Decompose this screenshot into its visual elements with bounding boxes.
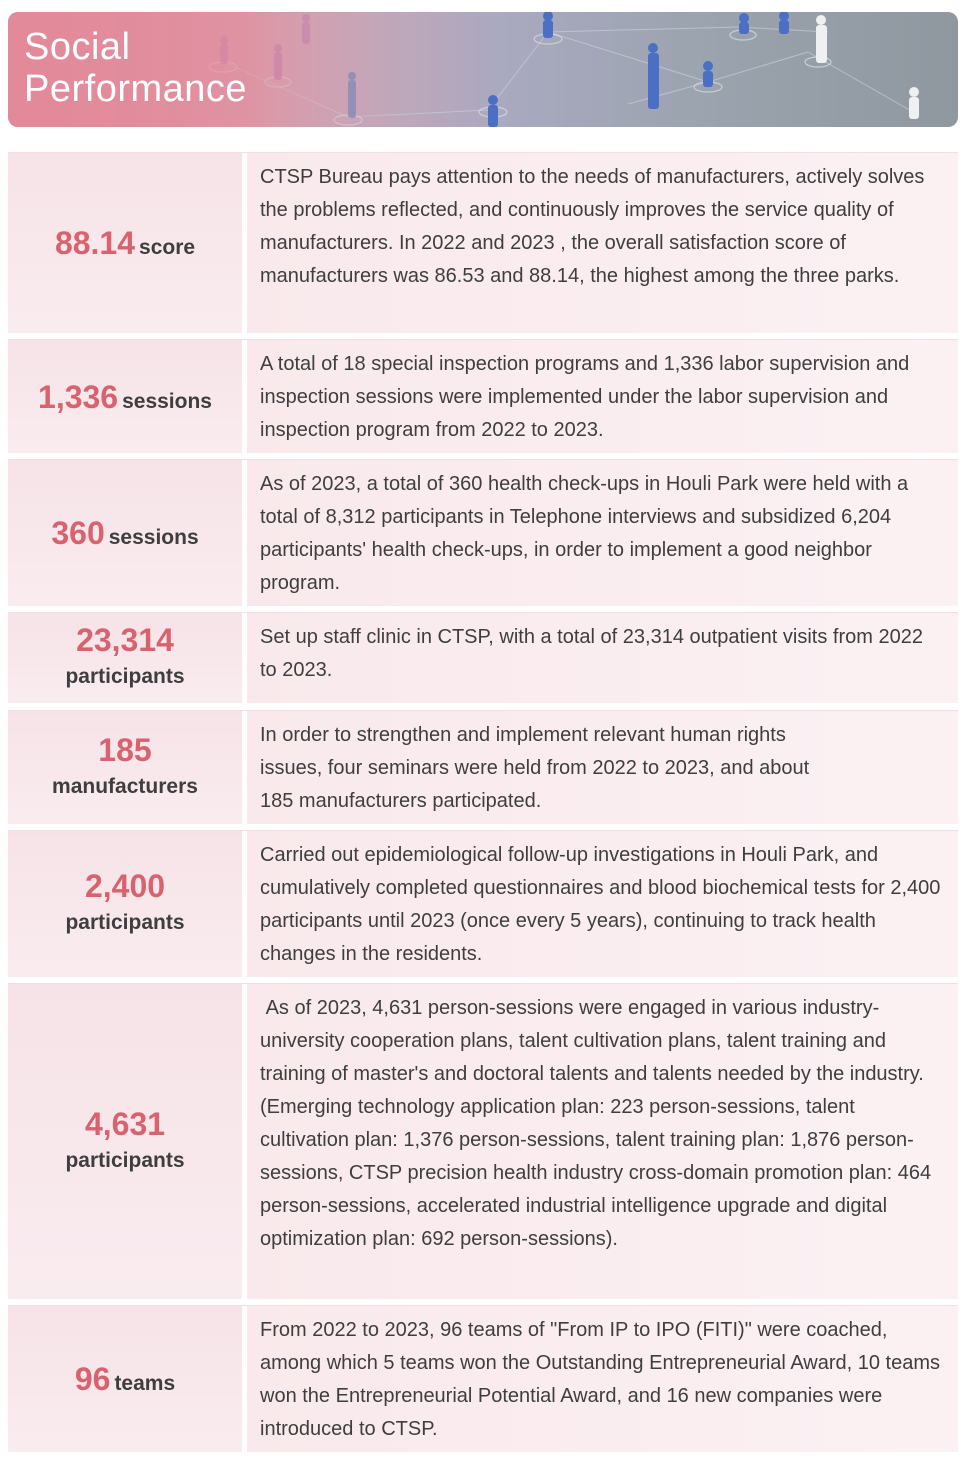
description-text: A total of 18 special inspection program… (247, 340, 958, 453)
stat-cell: 96 teams (8, 1306, 242, 1452)
table-row: 96 teams From 2022 to 2023, 96 teams of "… (8, 1305, 958, 1452)
title-line-2: Performance (24, 68, 248, 110)
stat-value: 185 (98, 731, 152, 768)
stat-cell: 360 sessions (8, 460, 242, 606)
stat-unit: score (139, 236, 196, 259)
table-row: 185 manufacturers In order to strengthen… (8, 710, 958, 824)
description-text: As of 2023, 4,631 person-sessions were e… (247, 984, 958, 1299)
stat-value: 88.14 (54, 225, 136, 261)
description-text: Carried out epidemiological follow-up in… (247, 831, 958, 977)
stat-cell: 4,631 participants (8, 984, 242, 1299)
stat-cell: 185 manufacturers (8, 711, 242, 824)
stat-unit: participants (65, 911, 185, 934)
stat-unit: sessions (108, 526, 199, 549)
stat-unit: manufacturers (52, 774, 198, 798)
stat-value: 96 (74, 1361, 111, 1397)
description-text: CTSP Bureau pays attention to the needs … (247, 153, 958, 333)
stat-value: 4,631 (84, 1105, 166, 1142)
stat-value: 2,400 (84, 868, 166, 904)
stat-unit: participants (65, 1148, 185, 1172)
title-line-1: Social (24, 26, 131, 68)
stat-unit: sessions (122, 389, 212, 413)
table-row: 88.14 score CTSP Bureau pays attention to… (8, 152, 958, 333)
stat-unit: participants (65, 665, 185, 688)
table-row: 23,314 participants Set up staff clinic … (8, 612, 958, 703)
page-title: Social Performance (24, 26, 247, 110)
people-network-illustration (8, 12, 958, 127)
description-text: Set up staff clinic in CTSP, with a tota… (247, 613, 958, 703)
description-text: As of 2023, a total of 360 health check-… (247, 460, 958, 606)
stat-value: 23,314 (76, 622, 174, 658)
stat-value: 360 (51, 515, 105, 551)
table-row: 4,631 participants As of 2023, 4,631 per… (8, 983, 958, 1299)
stat-cell: 2,400 participants (8, 831, 242, 977)
description-text: In order to strengthen and implement rel… (247, 711, 958, 824)
stat-unit: teams (114, 1372, 176, 1395)
stat-cell: 23,314 participants (8, 613, 242, 703)
table-row: 2,400 participants Carried out epidemiol… (8, 830, 958, 977)
description-text: From 2022 to 2023, 96 teams of "From IP … (247, 1306, 958, 1452)
table-row: 360 sessions As of 2023, a total of 360 h… (8, 459, 958, 606)
stat-cell: 1,336 sessions (8, 340, 242, 453)
table-row: 1,336 sessions A total of 18 special insp… (8, 339, 958, 453)
header-banner: Social Performance (8, 12, 958, 127)
stat-value: 1,336 (38, 378, 119, 415)
stat-cell: 88.14 score (8, 153, 242, 333)
